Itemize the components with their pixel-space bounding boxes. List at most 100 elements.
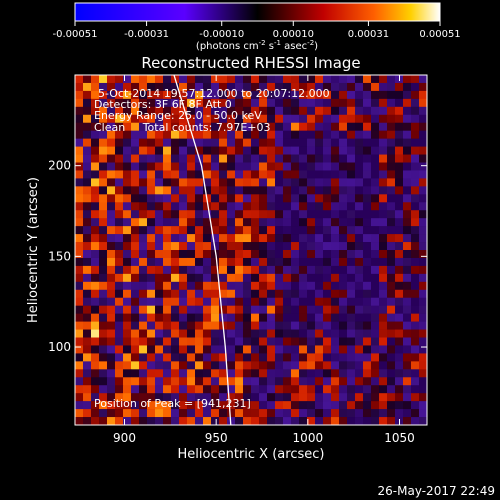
- heatmap-cell: [211, 138, 220, 147]
- heatmap-cell: [131, 75, 140, 84]
- heatmap-cell: [347, 393, 356, 402]
- heatmap-cell: [291, 106, 300, 116]
- heatmap-cell: [163, 218, 172, 227]
- heatmap-cell: [371, 202, 380, 211]
- heatmap-cell: [99, 409, 108, 418]
- heatmap-cell: [203, 218, 212, 227]
- heatmap-cell: [115, 122, 124, 131]
- heatmap-cell: [315, 329, 324, 338]
- heatmap-cell: [283, 218, 292, 227]
- heatmap-cell: [251, 297, 260, 306]
- heatmap-cell: [363, 321, 372, 330]
- heatmap-cell: [419, 377, 427, 386]
- heatmap-cell: [131, 194, 140, 203]
- heatmap-cell: [267, 289, 276, 299]
- heatmap-cell: [275, 82, 284, 92]
- heatmap-cell: [323, 234, 332, 243]
- heatmap-cell: [139, 257, 148, 267]
- heatmap-cell: [291, 242, 300, 251]
- heatmap-cell: [315, 393, 324, 402]
- heatmap-cell: [235, 218, 244, 227]
- heatmap-cell: [267, 122, 276, 131]
- heatmap-cell: [291, 321, 300, 330]
- heatmap-cell: [163, 75, 172, 84]
- heatmap-cell: [131, 385, 140, 394]
- heatmap-cell: [91, 313, 100, 322]
- heatmap-cell: [99, 305, 108, 314]
- heatmap-cell: [347, 289, 356, 299]
- heatmap-cell: [211, 393, 220, 402]
- heatmap-cell: [211, 345, 220, 354]
- heatmap-cell: [387, 218, 396, 227]
- heatmap-cell: [83, 337, 92, 346]
- heatmap-cell: [411, 178, 420, 187]
- heatmap-cell: [99, 146, 108, 155]
- heatmap-cell: [331, 194, 340, 203]
- heatmap-cell: [251, 265, 260, 275]
- heatmap-cell: [347, 106, 356, 116]
- heatmap-cell: [387, 146, 396, 155]
- heatmap-cell: [91, 369, 100, 378]
- heatmap-cell: [267, 265, 276, 275]
- heatmap-cell: [203, 234, 212, 243]
- heatmap-cell: [291, 273, 300, 283]
- heatmap-cell: [131, 321, 140, 330]
- heatmap-cell: [147, 226, 156, 235]
- heatmap-cell: [235, 401, 244, 410]
- heatmap-cell: [155, 281, 164, 291]
- heatmap-cell: [83, 401, 92, 410]
- heatmap-cell: [283, 401, 292, 410]
- heatmap-cell: [83, 377, 92, 386]
- heatmap-cell: [147, 75, 156, 84]
- heatmap-cell: [203, 257, 212, 267]
- heatmap-cell: [291, 114, 300, 124]
- heatmap-cell: [315, 345, 324, 354]
- heatmap-cell: [123, 377, 132, 386]
- heatmap-cell: [339, 170, 348, 179]
- heatmap-cell: [299, 417, 308, 425]
- heatmap-cell: [299, 90, 308, 100]
- heatmap-cell: [395, 401, 404, 410]
- heatmap-cell: [323, 393, 332, 402]
- heatmap-cell: [131, 218, 140, 227]
- heatmap-cell: [139, 273, 148, 283]
- heatmap-cell: [299, 234, 308, 243]
- heatmap-cell: [131, 313, 140, 322]
- heatmap-cell: [163, 361, 172, 370]
- heatmap-cell: [171, 297, 180, 306]
- heatmap-cell: [251, 122, 260, 131]
- heatmap-cell: [275, 210, 284, 219]
- heatmap-cell: [91, 162, 100, 171]
- heatmap-cell: [259, 361, 268, 370]
- heatmap-cell: [163, 90, 172, 100]
- heatmap-cell: [291, 122, 300, 131]
- heatmap-cell: [219, 305, 228, 314]
- heatmap-cell: [403, 401, 412, 410]
- heatmap-cell: [115, 98, 124, 108]
- heatmap-cell: [363, 305, 372, 314]
- heatmap-cell: [83, 162, 92, 171]
- heatmap-cell: [331, 417, 340, 425]
- heatmap-cell: [323, 401, 332, 410]
- heatmap-cell: [347, 329, 356, 338]
- heatmap-cell: [211, 297, 220, 306]
- heatmap-cell: [91, 154, 100, 163]
- heatmap-cell: [243, 345, 252, 354]
- heatmap-cell: [107, 257, 116, 267]
- heatmap-cell: [115, 202, 124, 211]
- heatmap-cell: [179, 401, 188, 410]
- heatmap-cell: [75, 401, 84, 410]
- heatmap-cell: [179, 106, 188, 116]
- heatmap-cell: [251, 98, 260, 108]
- heatmap-cell: [299, 329, 308, 338]
- heatmap-cell: [411, 138, 420, 147]
- heatmap-cell: [131, 122, 140, 131]
- heatmap-cell: [395, 305, 404, 314]
- heatmap-cell: [187, 75, 196, 84]
- heatmap-cell: [243, 265, 252, 275]
- heatmap-cell: [259, 273, 268, 283]
- heatmap-cell: [403, 146, 412, 155]
- heatmap-cell: [379, 90, 388, 100]
- heatmap-cell: [403, 138, 412, 147]
- heatmap-cell: [355, 257, 364, 267]
